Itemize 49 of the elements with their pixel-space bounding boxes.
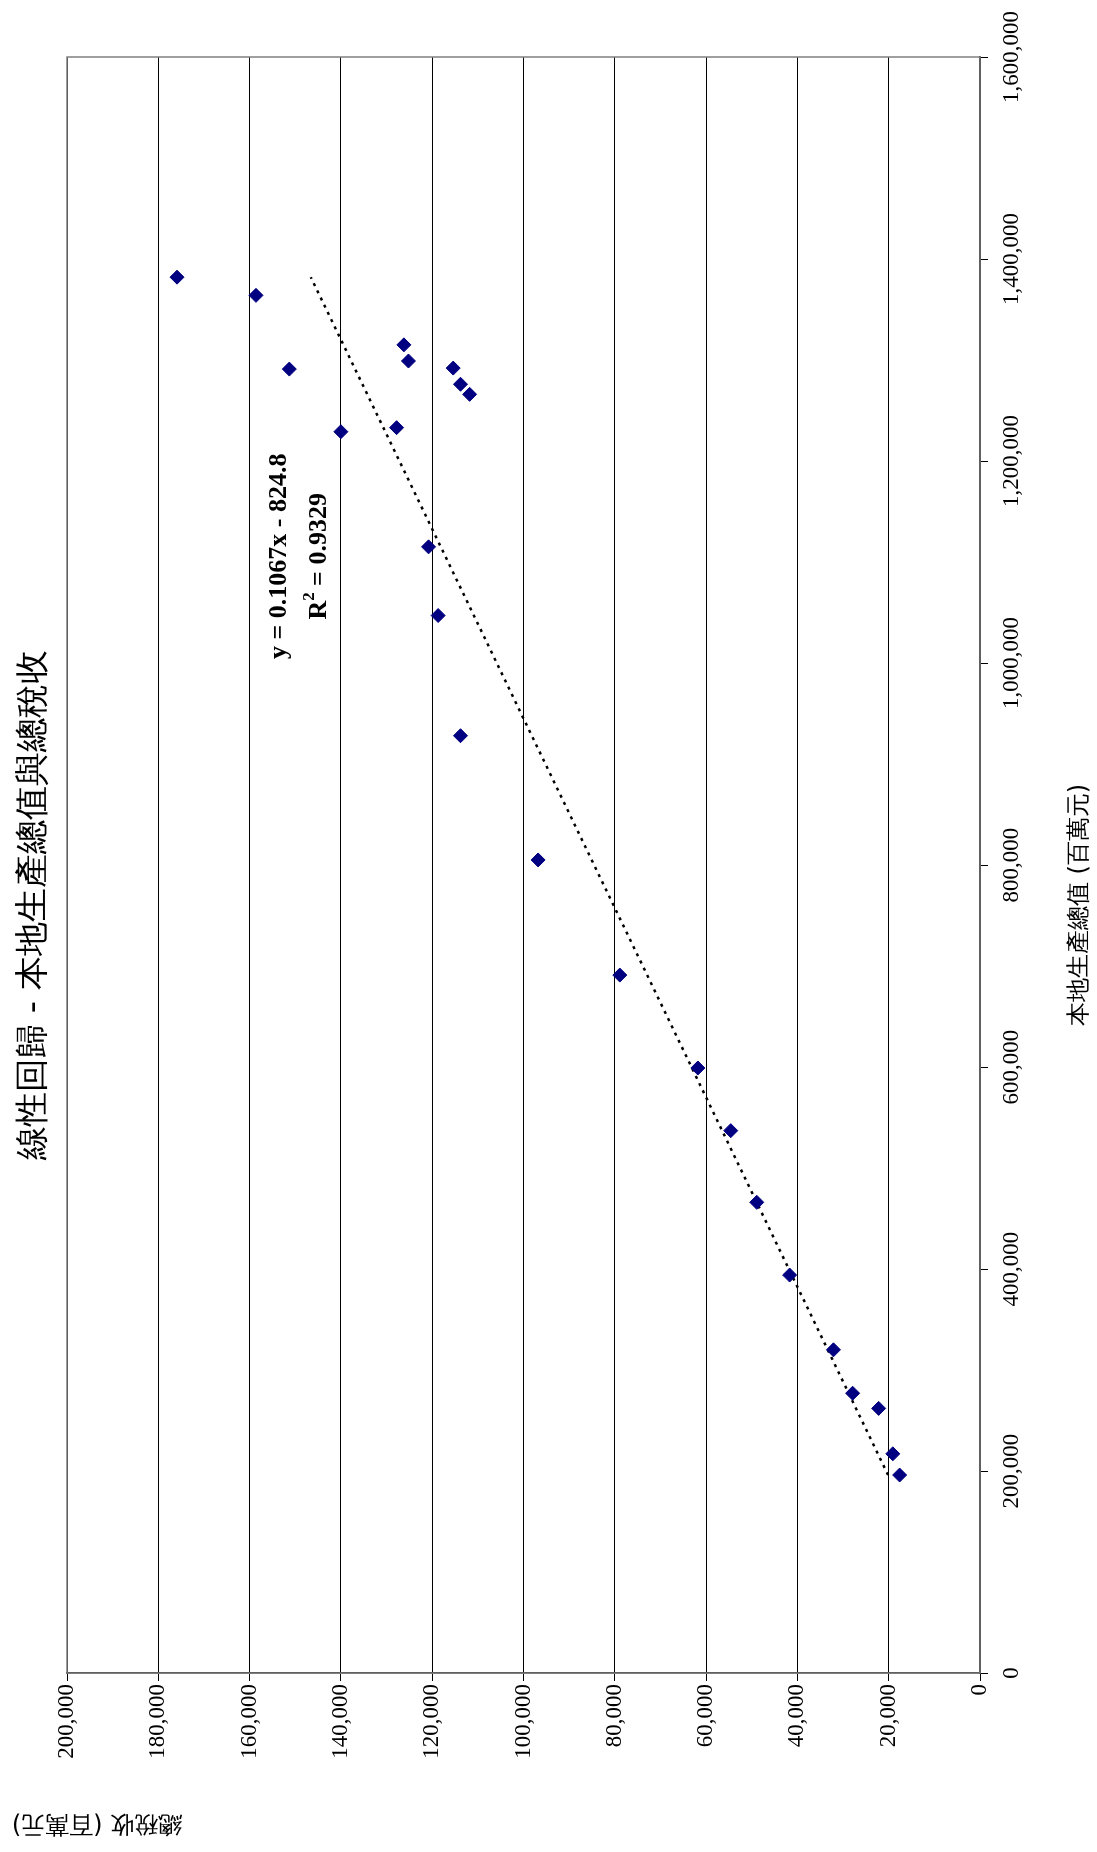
point — [749, 1194, 765, 1210]
point — [892, 1467, 908, 1483]
point — [400, 353, 416, 369]
point — [333, 424, 349, 440]
annotation: y = 0.1067x - 824.8 — [263, 453, 293, 660]
point — [723, 1123, 739, 1139]
y-tick-label: 0 — [998, 1667, 1024, 1679]
point — [248, 287, 264, 303]
point — [430, 608, 446, 624]
point — [845, 1385, 861, 1401]
x-tick-label: 180,000 — [144, 1684, 170, 1759]
x-tick-label: 80,000 — [600, 1684, 626, 1748]
x-tick-label: 100,000 — [509, 1684, 535, 1759]
y-tick-label: 1,400,000 — [998, 213, 1024, 305]
y-tick-label: 1,200,000 — [998, 415, 1024, 507]
point — [530, 852, 546, 868]
y-axis-title: 本地生產總值 (百萬元) — [1064, 783, 1093, 1027]
x-tick-label: 20,000 — [874, 1684, 900, 1748]
point — [421, 539, 437, 555]
point — [782, 1267, 798, 1283]
point — [396, 337, 412, 353]
y-tick-label: 800,000 — [998, 827, 1024, 903]
x-tick-label: 140,000 — [326, 1684, 352, 1759]
y-tick-label: 1,600,000 — [998, 11, 1024, 103]
point — [690, 1060, 706, 1076]
text: 線性回歸 - 本地生產總值與總稅收 — [10, 650, 51, 1161]
point — [871, 1400, 887, 1416]
y-tick-label: 400,000 — [998, 1231, 1024, 1307]
x-tick-label: 40,000 — [783, 1684, 809, 1748]
y-tick-label: 200,000 — [998, 1433, 1024, 1509]
x-axis-title: 總稅收 (百萬元) — [11, 1810, 184, 1839]
point — [389, 420, 405, 436]
x-tick-label: 60,000 — [692, 1684, 718, 1748]
x-tick-label: 160,000 — [235, 1684, 261, 1759]
point — [885, 1446, 901, 1462]
point — [825, 1342, 841, 1358]
point — [445, 360, 461, 376]
point — [462, 386, 478, 402]
point — [453, 728, 468, 744]
point — [612, 967, 628, 983]
point — [281, 361, 297, 377]
annotation: R2 = 0.9329 — [299, 493, 332, 620]
x-tick-label: 200,000 — [53, 1684, 79, 1759]
x-tick-label: 0 — [966, 1684, 992, 1696]
point — [169, 269, 185, 285]
y-tick-label: 1,000,000 — [998, 617, 1024, 709]
x-tick-label: 120,000 — [418, 1684, 444, 1759]
y-tick-label: 600,000 — [998, 1029, 1024, 1105]
point — [453, 376, 468, 392]
